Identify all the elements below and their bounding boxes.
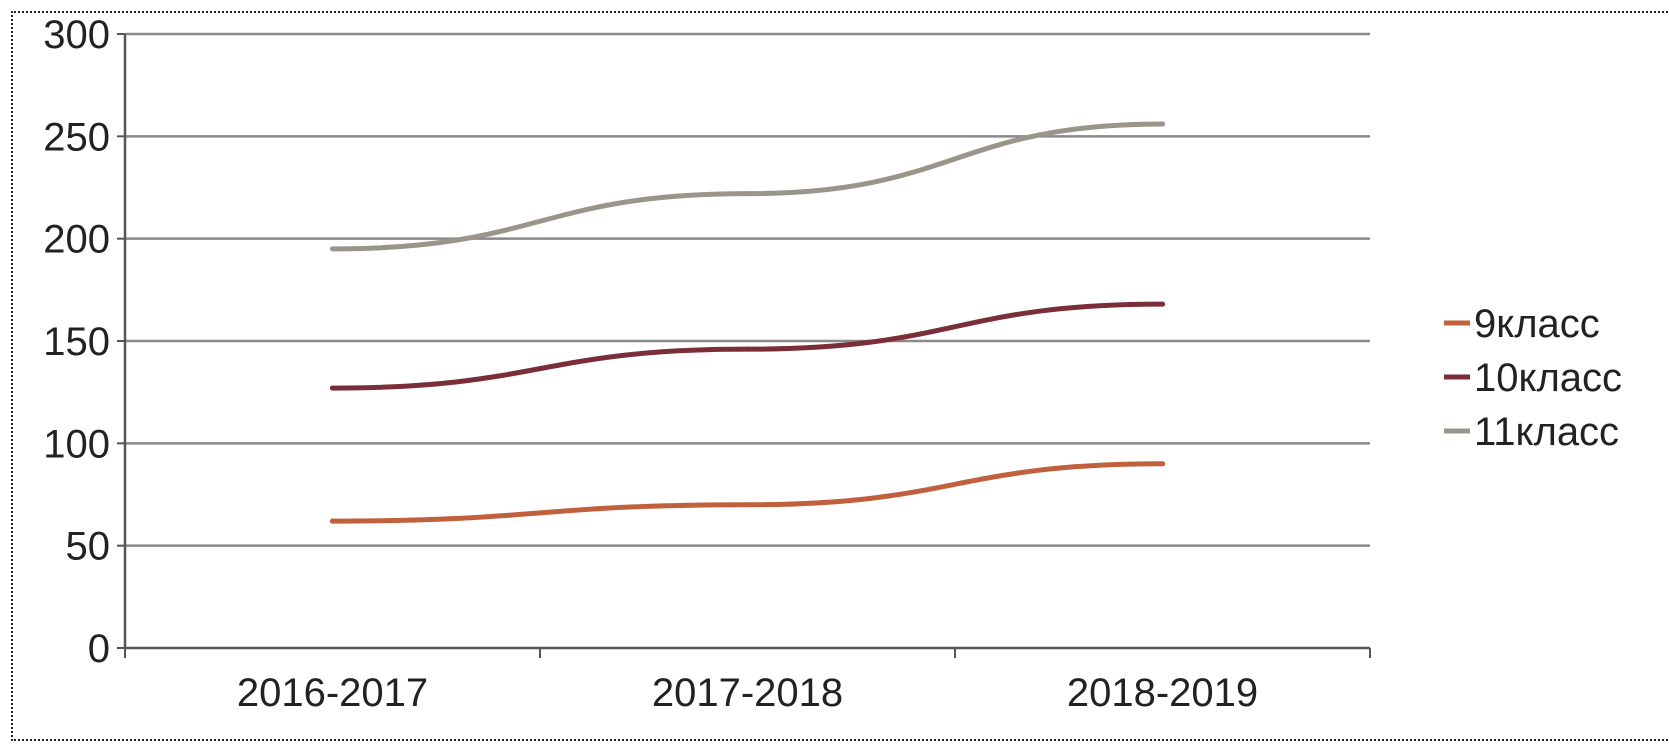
series-line-1 [330, 301, 1165, 391]
x-tick-label-2: 2018-2019 [1067, 671, 1258, 715]
y-tick-label-200: 200 [43, 218, 110, 262]
y-tick-label-300: 300 [43, 13, 110, 57]
series-2-point-1 [745, 191, 750, 197]
series-0-point-0 [330, 518, 335, 524]
chart-frame [11, 11, 1669, 741]
y-tick-label-250: 250 [43, 115, 110, 159]
axes [117, 33, 1371, 658]
x-tick-labels: 2016-2017 2017-2018 2018-2019 [237, 671, 1258, 715]
y-tick-label-100: 100 [43, 422, 110, 466]
y-tick-label-150: 150 [43, 320, 110, 364]
y-tick-label-50: 50 [66, 525, 111, 569]
series-1-point-1 [745, 346, 750, 352]
legend-label-1: 10класс [1474, 356, 1622, 400]
x-tick-label-1: 2017-2018 [652, 671, 843, 715]
series-0-point-1 [745, 502, 750, 508]
legend-label-0: 9класс [1474, 302, 1600, 346]
legend: 9класс 10класс 11класс [1444, 302, 1622, 454]
series-0-point-2 [1160, 461, 1165, 467]
series-lines [330, 121, 1165, 524]
legend-label-2: 11класс [1474, 410, 1619, 454]
gridlines [125, 32, 1370, 547]
y-tick-label-0: 0 [88, 627, 110, 671]
series-2-point-0 [330, 246, 335, 252]
series-line-2 [330, 121, 1165, 252]
series-2-point-2 [1160, 121, 1165, 127]
x-tick-label-0: 2016-2017 [237, 671, 428, 715]
y-tick-labels: 0 50 100 150 200 250 300 [43, 13, 110, 671]
series-line-0 [330, 461, 1165, 524]
series-1-point-0 [330, 385, 335, 391]
series-1-point-2 [1160, 301, 1165, 307]
